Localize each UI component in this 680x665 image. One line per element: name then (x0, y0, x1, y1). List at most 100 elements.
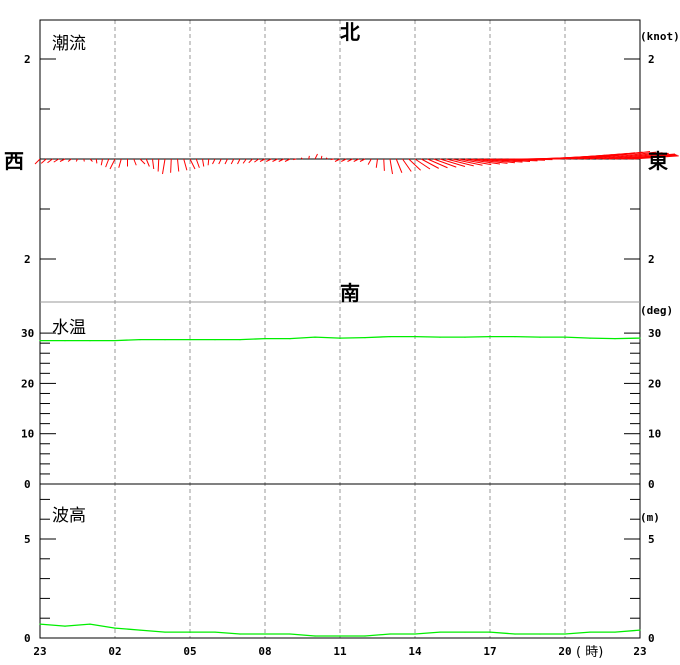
current-vector (40, 158, 47, 164)
current-vector (408, 158, 421, 171)
current-vector (614, 153, 676, 160)
wave-line-point (164, 631, 166, 633)
wave-line-point (289, 633, 291, 635)
current-vector (284, 158, 291, 162)
current-vector (300, 157, 303, 160)
current-vector (67, 158, 72, 162)
current-vector (230, 158, 235, 165)
current-vector (341, 158, 347, 162)
current-vector (359, 158, 366, 162)
x-axis-unit: ( 時) (576, 645, 603, 660)
y-tick-label: 20 (648, 377, 661, 390)
x-tick-label: 14 (408, 645, 422, 658)
temperature-line-point (564, 336, 566, 338)
y-tick-label: 2 (24, 53, 31, 66)
current-vector (89, 158, 93, 162)
y-tick-label: 0 (24, 632, 31, 645)
current-vector (347, 158, 353, 162)
temperature-line-point (239, 339, 241, 341)
current-vector (314, 153, 318, 160)
current-vector (53, 158, 60, 163)
temperature-line-point (589, 337, 591, 339)
current-vector (446, 158, 474, 167)
wave-title: 波高 (52, 506, 86, 526)
y-tick-label: 0 (24, 478, 31, 491)
y-tick-label: 30 (21, 327, 34, 340)
temperature-line-point (64, 340, 66, 342)
current-vector (145, 158, 150, 167)
current-vector (248, 158, 253, 164)
y-tick-label: 10 (648, 428, 661, 441)
current-vector (259, 158, 266, 162)
x-tick-label: 17 (483, 645, 496, 658)
current-vector (367, 158, 372, 165)
current-vector (189, 158, 196, 170)
current-vector (218, 158, 222, 165)
current-vector (353, 158, 359, 162)
current-vector (133, 158, 137, 166)
current-vector (59, 158, 66, 162)
y-tick-label: 20 (21, 377, 34, 390)
current-vector (75, 158, 78, 162)
y-tick-label: 5 (648, 533, 655, 546)
current-vector (452, 158, 483, 166)
current-vector (118, 158, 122, 168)
wave-line-point (39, 623, 41, 625)
current-vector (34, 158, 41, 165)
current-vector (395, 158, 403, 173)
wave-unit: (m) (640, 511, 660, 524)
south-label: 南 (340, 281, 360, 305)
current-vector (212, 158, 216, 165)
temperature-line-point (539, 336, 541, 338)
temperature-line-point (364, 337, 366, 339)
y-tick-label: 2 (648, 53, 655, 66)
current-vector (602, 152, 663, 160)
current-unit: (knot) (640, 30, 680, 43)
x-tick-label: 05 (183, 645, 196, 658)
current-vector (139, 158, 146, 165)
current-vector (477, 158, 516, 164)
y-tick-label: 0 (648, 632, 655, 645)
current-vector (464, 158, 501, 165)
temperature-line-point (514, 336, 516, 338)
y-tick-label: 0 (648, 478, 655, 491)
current-vector (105, 158, 110, 168)
current-vector (375, 158, 378, 168)
wave-line-point (639, 629, 641, 631)
temperature-line-point (639, 337, 641, 339)
current-vector (330, 158, 334, 161)
current-vector (183, 158, 188, 171)
current-vector (83, 158, 85, 162)
plot-frame (39, 19, 641, 639)
temperature-line-point (89, 340, 91, 342)
current-vector (608, 152, 669, 160)
current-vector (100, 158, 103, 166)
wave-line-point (264, 633, 266, 635)
wave-line-point (114, 627, 116, 629)
current-vector (325, 157, 328, 160)
current-vector (293, 158, 297, 161)
current-vector (439, 158, 466, 167)
wave-line-point (239, 633, 241, 635)
current-vector (195, 158, 200, 168)
current-vector (278, 158, 284, 162)
current-vector (402, 158, 412, 172)
current-vector (596, 151, 657, 160)
x-tick-label: 11 (333, 645, 347, 658)
current-vector (621, 154, 677, 160)
current-vector (471, 158, 508, 164)
current-vector (95, 158, 98, 164)
x-tick-label: 08 (258, 645, 271, 658)
current-vector (224, 158, 228, 165)
current-vector (427, 158, 448, 169)
temperature-line-point (314, 336, 316, 338)
wave-line-point (489, 631, 491, 633)
temperature-line-point (439, 336, 441, 338)
current-vector (389, 158, 393, 175)
temperature-line-point (139, 339, 141, 341)
current-vector (308, 155, 310, 160)
current-vector (152, 158, 155, 170)
current-vector (383, 158, 385, 171)
current-vector (421, 158, 439, 169)
current-vector (334, 158, 341, 162)
